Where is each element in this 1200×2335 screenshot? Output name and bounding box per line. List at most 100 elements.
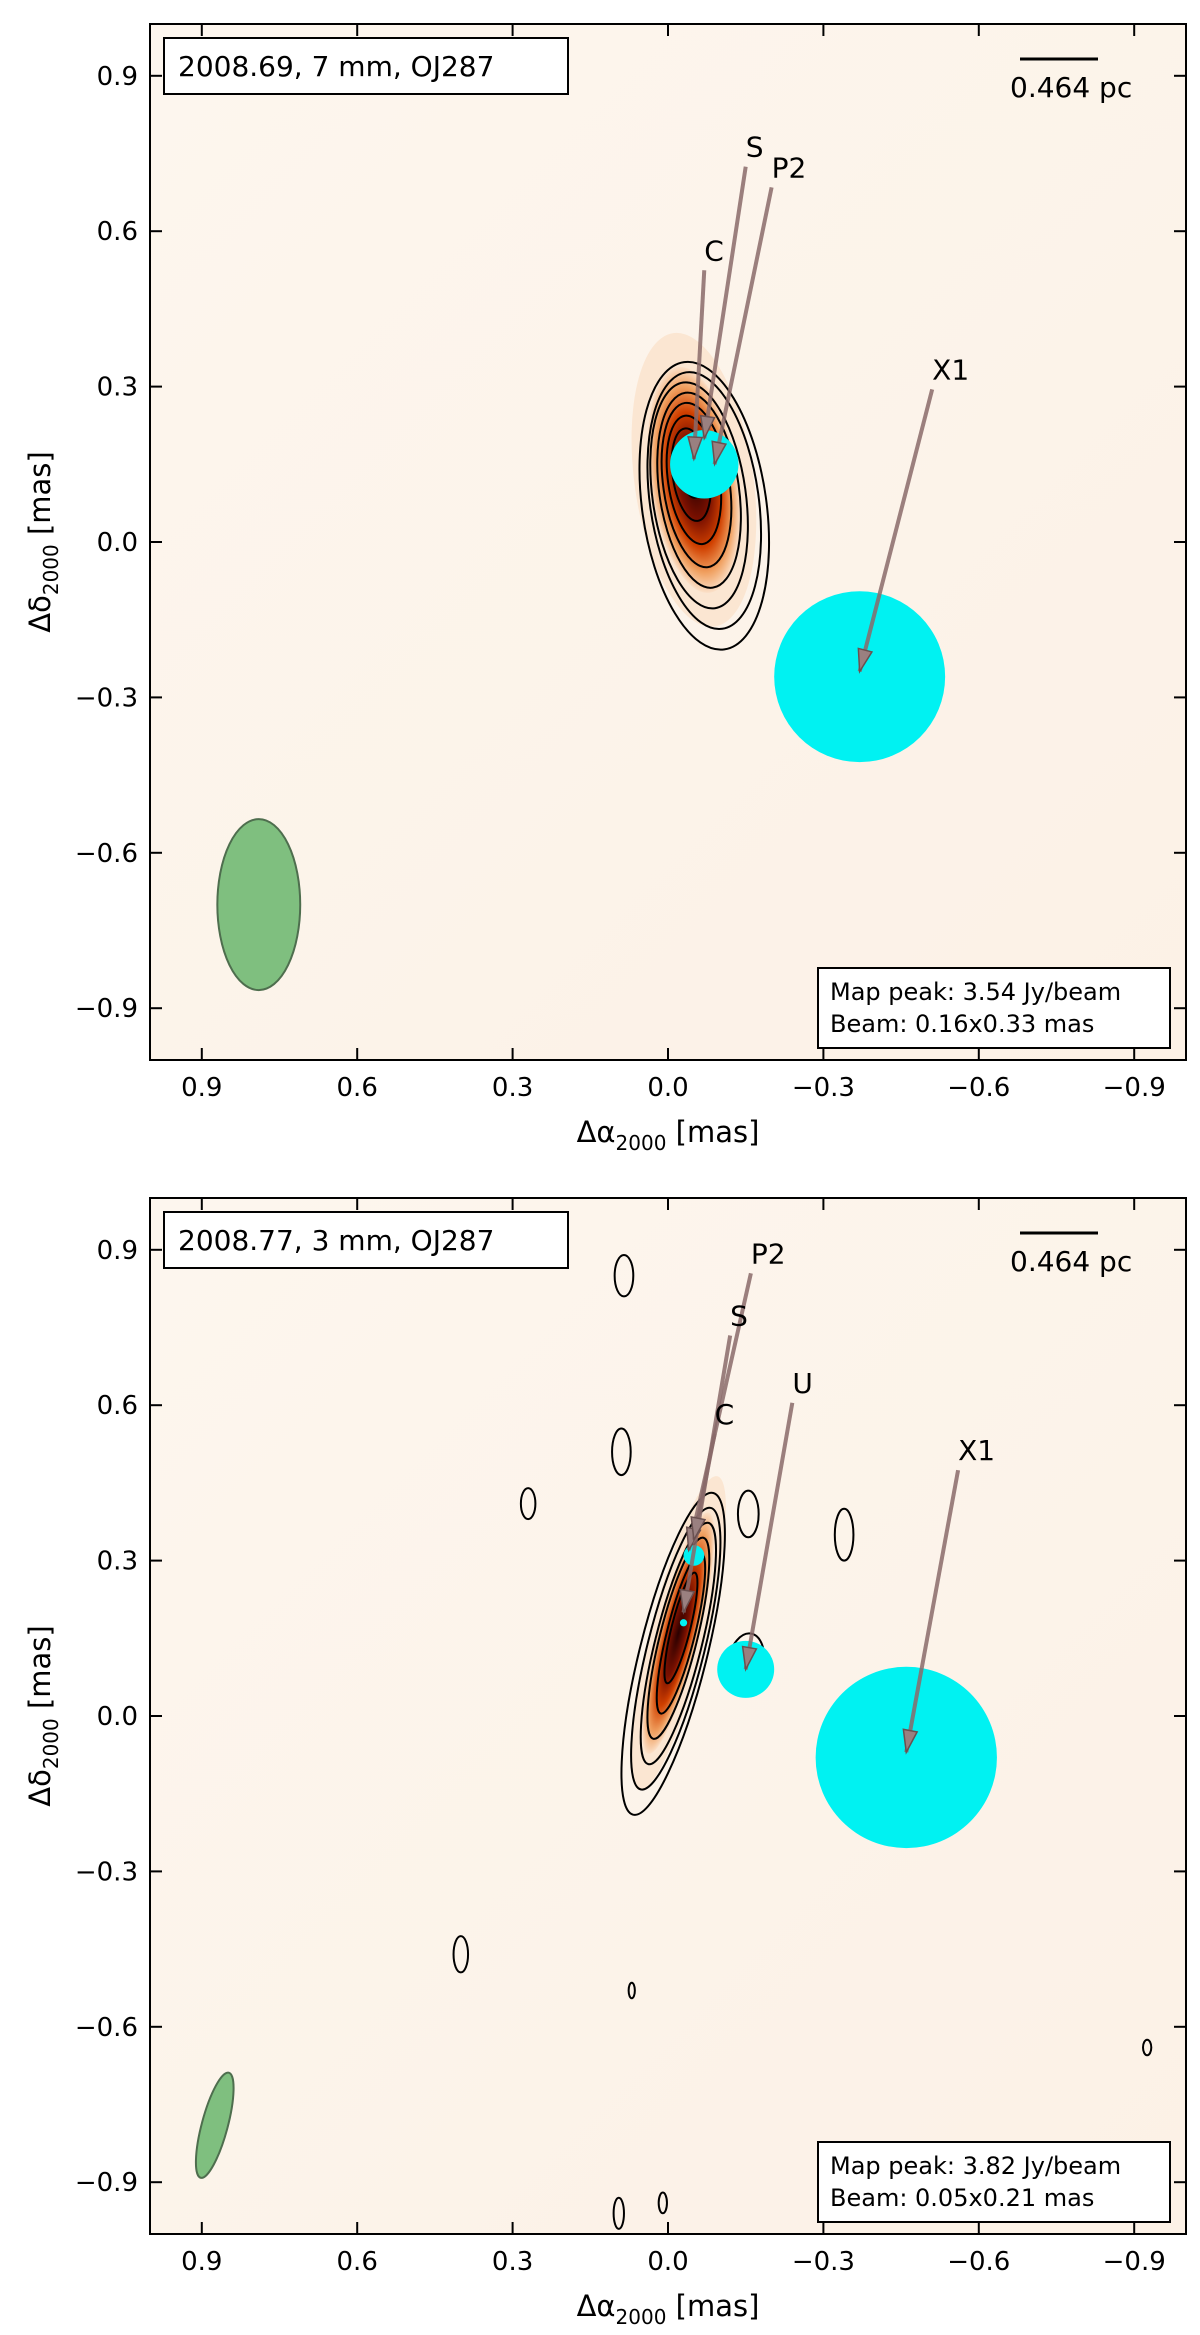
beam-ellipse: [194, 2071, 235, 2179]
arrow-head: [679, 1588, 696, 1615]
epoch-box-frame: [163, 37, 569, 95]
info-box: Map peak: 3.82 Jy/beam Beam: 0.05x0.21 ma…: [817, 2141, 1171, 2223]
contour: [611, 1427, 632, 1477]
contour: [663, 1571, 699, 1685]
arrow-x1: [904, 1469, 961, 1753]
y-tick-label: 0.6: [97, 217, 138, 247]
contour: [627, 1981, 636, 2000]
x-tick-label: 0.0: [647, 2247, 688, 2277]
epoch-label: 2008.69, 7 mm, OJ287: [178, 50, 494, 83]
component-label: U: [792, 1367, 813, 1400]
component-label: C: [715, 1398, 735, 1431]
arrow-head: [902, 1728, 919, 1755]
y-tick-label: −0.6: [75, 2013, 138, 2043]
y-tick-label: 0.0: [97, 528, 138, 558]
panel-top: SP2 C X1 2008.69, 7 mm, OJ287 0.464 pc Map pe…: [23, 23, 1187, 1155]
y-axis-label: Δδ2000 [mas]: [23, 451, 63, 632]
x-tick-label: 0.9: [181, 2247, 222, 2277]
arrow-head: [857, 647, 874, 674]
info-box-frame: [817, 2141, 1171, 2223]
x-tick-label: −0.6: [947, 1073, 1010, 1103]
contour: [736, 1489, 760, 1539]
arrow-head: [741, 1645, 758, 1672]
y-axis-label: Δδ2000 [mas]: [23, 1625, 63, 1806]
y-tick-label: 0.3: [97, 373, 138, 403]
contour: [612, 2196, 625, 2230]
x-axis-label-sub: 2000: [616, 1131, 667, 1155]
contour: [833, 1507, 855, 1562]
y-tick-label: 0.9: [97, 1236, 138, 1266]
y-tick-label: 0.6: [97, 1391, 138, 1421]
x-axis-label-sub: 2000: [616, 2305, 667, 2329]
component-x1: [774, 591, 946, 763]
arrow-head: [699, 414, 716, 441]
y-axis-label-unit: [mas]: [23, 1625, 57, 1718]
epoch-box: 2008.69, 7 mm, OJ287: [163, 37, 569, 95]
x-tick-label: 0.3: [492, 2247, 533, 2277]
x-axis-label: Δα2000 [mas]: [577, 2289, 760, 2329]
y-axis: 0.9 0.6 0.3 0.0 −0.3 −0.6 −0.9: [75, 1236, 1186, 2198]
x-axis-label-symbol: Δα: [577, 1115, 616, 1149]
y-axis-label-sub: 2000: [39, 544, 63, 595]
y-tick-label: 0.0: [97, 1702, 138, 1732]
y-axis: 0.9 0.6 0.3 0.0 −0.3 −0.6 −0.9: [75, 62, 1186, 1024]
y-tick-label: −0.9: [75, 994, 138, 1024]
component-label: X1: [932, 353, 969, 386]
y-tick-label: −0.3: [75, 1857, 138, 1887]
contour: [646, 371, 763, 631]
x-tick-label: −0.3: [792, 1073, 855, 1103]
arrow-head: [690, 1516, 707, 1543]
x-axis-label-symbol: Δα: [577, 2289, 616, 2323]
x-tick-label: −0.9: [1103, 2247, 1166, 2277]
plot-area: P2S C U X1: [194, 1237, 1153, 2230]
x-tick-label: −0.6: [947, 2247, 1010, 2277]
map-peak-label: Map peak: 3.82 Jy/beam: [830, 2152, 1121, 2180]
contour: [620, 1491, 726, 1816]
beam-size-label: Beam: 0.16x0.33 mas: [830, 1010, 1094, 1038]
x-axis-label-unit: [mas]: [666, 2289, 759, 2323]
scale-bar: 0.464 pc: [1010, 57, 1132, 104]
contour: [646, 1536, 711, 1740]
plot-area: SP2 C X1: [216, 131, 969, 992]
arrow-p2: [712, 186, 774, 465]
info-box-frame: [817, 967, 1171, 1049]
contour: [452, 1935, 470, 1974]
y-tick-label: 0.3: [97, 1547, 138, 1577]
x-axis-label-unit: [mas]: [666, 1115, 759, 1149]
y-tick-label: −0.6: [75, 839, 138, 869]
x-tick-label: 0.6: [337, 2247, 378, 2277]
arrow-head: [711, 440, 728, 467]
component-label: S: [746, 131, 764, 164]
y-axis-label-symbol: Δδ: [23, 595, 57, 633]
x-tick-label: 0.3: [492, 1073, 533, 1103]
contour: [613, 1253, 635, 1298]
contour: [519, 1487, 537, 1521]
x-axis: 0.9 0.6 0.3 0.0 −0.3 −0.6 −0.9: [181, 24, 1166, 1103]
epoch-box-frame: [163, 1211, 569, 1269]
x-tick-label: −0.9: [1103, 1073, 1166, 1103]
y-axis-label-sub: 2000: [39, 1718, 63, 1769]
component-label: C: [704, 234, 724, 267]
contour: [639, 1521, 717, 1766]
component-c: [670, 430, 739, 499]
y-tick-label: −0.9: [75, 2168, 138, 2198]
contour: [656, 391, 742, 589]
contour: [657, 2191, 668, 2215]
contour: [630, 1506, 722, 1791]
component-label: P2: [751, 1237, 786, 1270]
map-peak-label: Map peak: 3.54 Jy/beam: [830, 978, 1121, 1006]
component-x1: [815, 1666, 997, 1849]
x-axis-label: Δα2000 [mas]: [577, 1115, 760, 1155]
epoch-label: 2008.77, 3 mm, OJ287: [178, 1224, 494, 1257]
x-axis: 0.9 0.6 0.3 0.0 −0.3 −0.6 −0.9: [181, 1198, 1166, 2277]
scale-bar-label: 0.464 pc: [1010, 71, 1132, 104]
scale-bar: 0.464 pc: [1010, 1231, 1132, 1278]
x-tick-label: −0.3: [792, 2247, 855, 2277]
panel-bottom: P2S C U X1 2008.77, 3 mm, OJ287 0.464 pc Map p…: [23, 1197, 1187, 2329]
y-axis-label-symbol: Δδ: [23, 1769, 57, 1807]
arrow-x1: [857, 388, 935, 672]
scale-bar-label: 0.464 pc: [1010, 1245, 1132, 1278]
beam-size-label: Beam: 0.05x0.21 mas: [830, 2184, 1094, 2212]
x-tick-label: 0.9: [181, 1073, 222, 1103]
